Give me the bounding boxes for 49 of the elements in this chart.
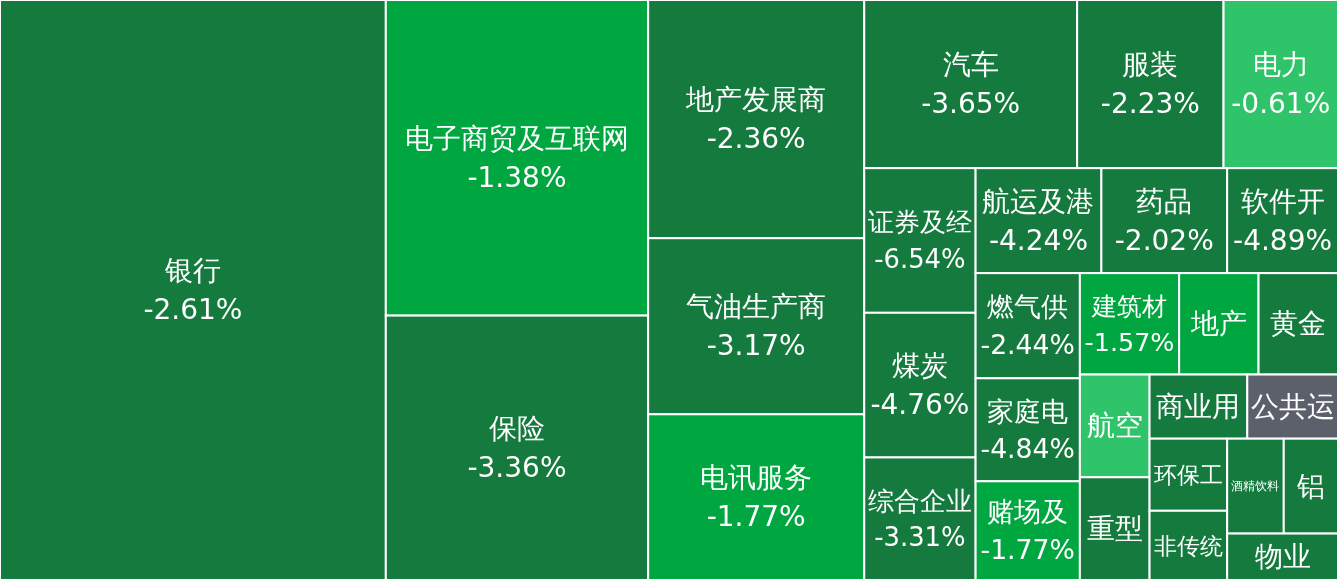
data-label: -2.02%: [1114, 223, 1214, 257]
data-label: -1.38%: [467, 160, 567, 194]
data-label: -4.24%: [988, 223, 1089, 257]
category-label: 航空: [1086, 409, 1143, 443]
data-label: -2.36%: [706, 122, 806, 156]
category-label: 公共运: [1250, 390, 1335, 424]
category-label: 证券及经: [867, 207, 972, 238]
category-label: 商业用: [1156, 390, 1241, 424]
category-label: 物业: [1254, 540, 1311, 574]
category-label: 地产发展商: [685, 83, 827, 117]
category-label: 电子商贸及互联网: [404, 121, 629, 155]
data-label: -1.77%: [706, 500, 806, 534]
category-label: 黄金: [1270, 307, 1327, 341]
category-label: 重型: [1086, 512, 1143, 546]
data-label: -2.61%: [143, 293, 243, 327]
category-label: 煤炭: [891, 349, 948, 383]
data-label: -2.23%: [1100, 87, 1200, 121]
data-label: -3.17%: [706, 329, 806, 363]
category-label: 燃气供: [987, 291, 1069, 323]
data-label: -1.57%: [1084, 326, 1175, 357]
category-label: 汽车: [942, 47, 999, 81]
category-label: 环保工: [1153, 461, 1223, 489]
data-label: -2.44%: [980, 328, 1075, 360]
category-label: 软件开: [1240, 184, 1325, 218]
category-label: 酒精饮料: [1231, 479, 1280, 494]
data-label: -3.31%: [874, 521, 966, 552]
category-label: 药品: [1136, 184, 1193, 218]
category-label: 建筑材: [1091, 291, 1168, 322]
data-label: -1.77%: [980, 533, 1075, 565]
data-label: -3.36%: [467, 450, 567, 484]
data-label: -4.84%: [980, 433, 1075, 464]
data-label: -0.61%: [1231, 87, 1331, 121]
category-label: 气油生产商: [686, 290, 827, 324]
data-label: -4.89%: [1233, 223, 1333, 257]
category-label: 保险: [488, 411, 545, 445]
data-label: -4.76%: [870, 388, 970, 422]
category-label: 非传统: [1153, 531, 1223, 559]
category-label: 赌场及: [987, 496, 1069, 528]
category-label: 家庭电: [987, 395, 1069, 427]
category-label: 服装: [1122, 47, 1179, 81]
category-label: 银行: [163, 253, 221, 287]
data-label: -6.54%: [874, 243, 966, 274]
category-label: 地产: [1189, 307, 1247, 341]
category-label: 电讯服务: [700, 461, 813, 495]
category-label: 航运及港: [982, 184, 1095, 218]
category-label: 电力: [1252, 47, 1309, 81]
category-label: 铝: [1295, 469, 1325, 503]
category-label: 综合企业: [867, 485, 972, 516]
data-label: -3.65%: [921, 87, 1021, 121]
